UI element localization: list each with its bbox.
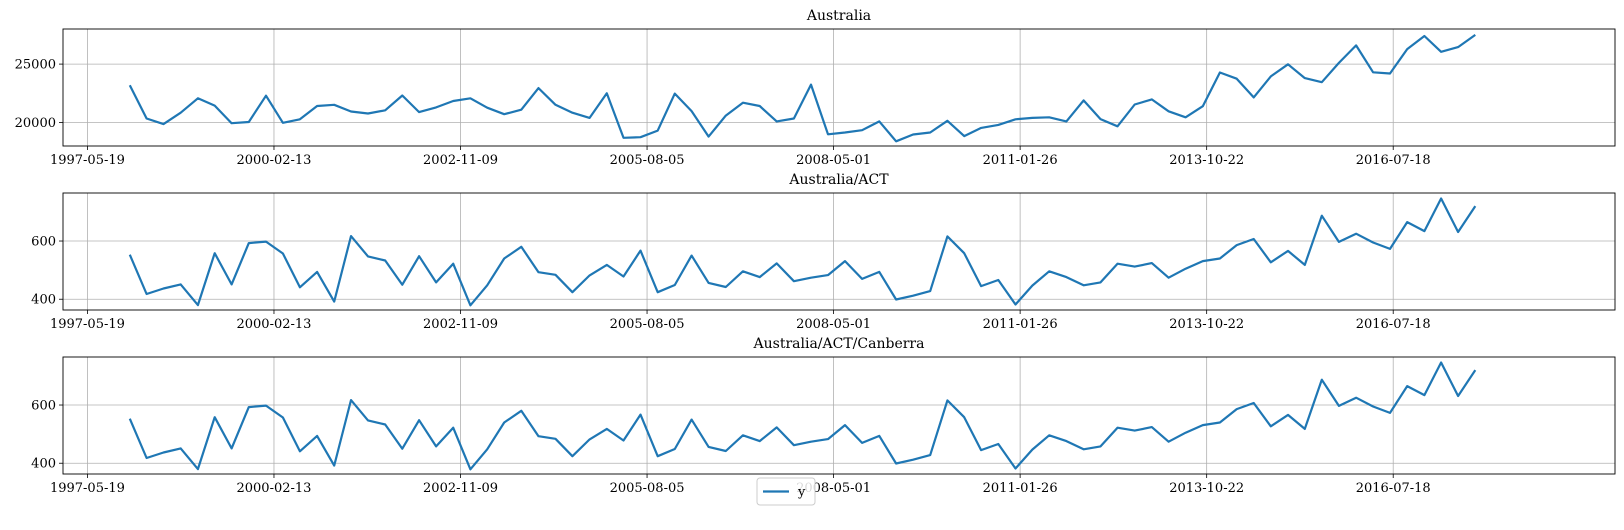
y-tick-label: 20000 — [15, 116, 56, 131]
legend-label: y — [797, 485, 806, 500]
x-tick-label: 1997-05-19 — [50, 481, 125, 496]
x-tick-label: 2016-07-18 — [1356, 481, 1431, 496]
subplot-1: 1997-05-19 2000-02-13 2002-11-09 2005-08-05… — [15, 8, 1616, 168]
x-tick-label: 2011-01-26 — [983, 481, 1058, 496]
legend: y — [756, 477, 816, 506]
x-tick-label: 2011-01-26 — [983, 317, 1058, 332]
x-tick-label: 2000-02-13 — [236, 481, 311, 496]
subplot-title: Australia — [806, 8, 871, 24]
subplot-3: 1997-05-19 2000-02-13 2002-11-09 2005-08-05… — [31, 336, 1616, 506]
x-tick-label: 2005-08-05 — [610, 153, 685, 168]
y-tick-label: 600 — [31, 235, 56, 250]
x-tick-label: 2000-02-13 — [236, 317, 311, 332]
x-tick-label: 2008-05-01 — [796, 317, 871, 332]
x-tick-label: 2005-08-05 — [610, 317, 685, 332]
subplot-2: 1997-05-19 2000-02-13 2002-11-09 2005-08-05… — [31, 172, 1616, 332]
x-tick-label: 2013-10-22 — [1169, 317, 1244, 332]
subplot-title: Australia/ACT — [788, 172, 889, 188]
x-tick-label: 2013-10-22 — [1169, 153, 1244, 168]
y-tick-label: 600 — [31, 399, 56, 414]
x-tick-label: 2011-01-26 — [983, 153, 1058, 168]
axes-frame — [62, 192, 1616, 311]
x-tick-label: 2016-07-18 — [1356, 153, 1431, 168]
x-tick-label: 2016-07-18 — [1356, 317, 1431, 332]
x-tick-label: 2002-11-09 — [423, 153, 498, 168]
x-tick-label: 2008-05-01 — [796, 153, 871, 168]
x-tick-label: 2000-02-13 — [236, 153, 311, 168]
x-tick-label: 2002-11-09 — [423, 481, 498, 496]
axes-frame — [62, 28, 1616, 147]
x-tick-label: 1997-05-19 — [50, 317, 125, 332]
x-tick-label: 2013-10-22 — [1169, 481, 1244, 496]
y-tick-label: 400 — [31, 293, 56, 308]
series-line-1 — [128, 197, 1477, 307]
y-tick-label: 25000 — [15, 58, 56, 73]
subplot-title: Australia/ACT/Canberra — [753, 336, 925, 352]
axes-frame — [62, 356, 1616, 475]
y-tick-label: 400 — [31, 457, 56, 472]
x-tick-label: 2002-11-09 — [423, 317, 498, 332]
x-tick-label: 1997-05-19 — [50, 153, 125, 168]
series-line-1 — [128, 34, 1476, 143]
series-line-1 — [128, 361, 1477, 471]
x-tick-label: 2005-08-05 — [610, 481, 685, 496]
